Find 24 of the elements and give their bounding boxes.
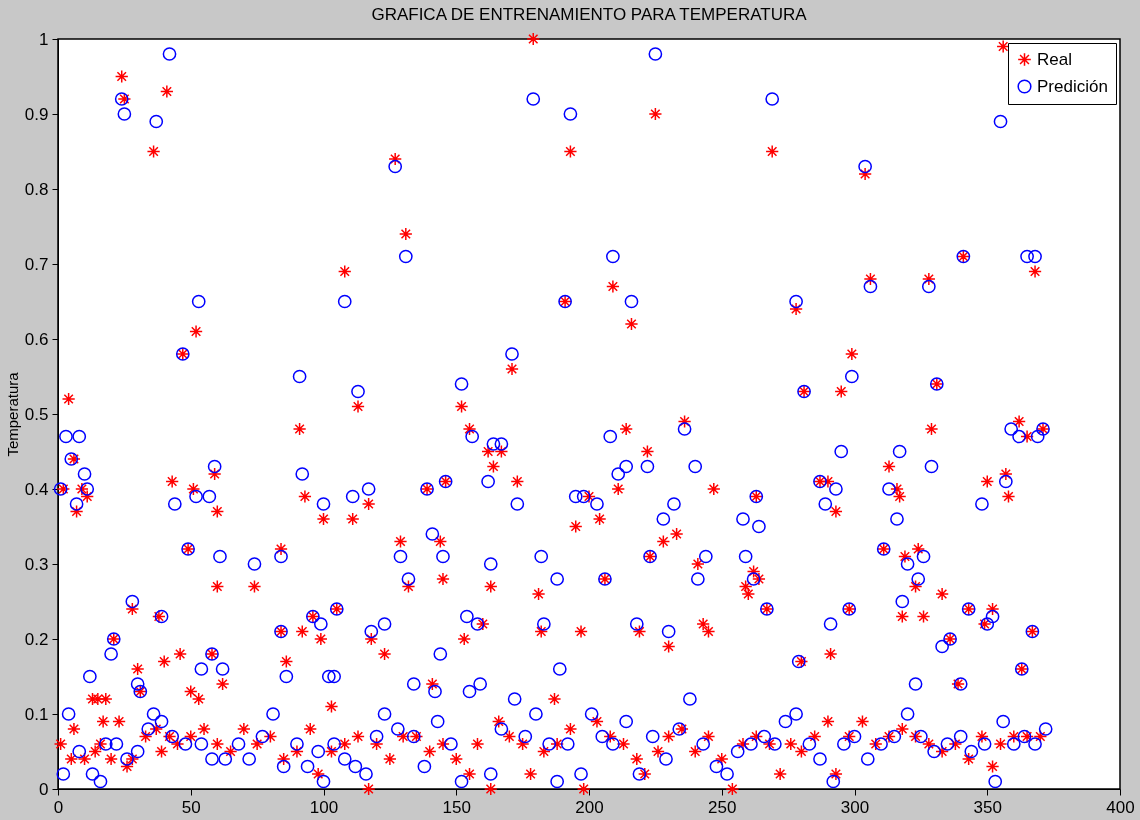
y-tick-label: 0.8 xyxy=(24,179,49,199)
y-tick-label: 0.1 xyxy=(24,704,49,724)
x-tick-label: 150 xyxy=(442,797,471,817)
x-tick-label: 100 xyxy=(309,797,339,817)
y-tick-label: 0.2 xyxy=(24,629,49,649)
y-tick-label: 0.9 xyxy=(24,104,49,124)
y-tick-label: 0.5 xyxy=(24,404,49,424)
x-tick-label: 400 xyxy=(1106,797,1135,817)
chart-title: GRAFICA DE ENTRENAMIENTO PARA TEMPERATURA xyxy=(371,4,808,24)
x-tick-label: 250 xyxy=(708,797,737,817)
legend-label: Real xyxy=(1037,49,1072,69)
y-axis-title: Temperatura xyxy=(3,371,21,457)
y-tick-label: 0.4 xyxy=(24,479,49,499)
y-tick-label: 0.7 xyxy=(24,254,49,274)
legend-label: Predición xyxy=(1037,76,1108,96)
y-tick-label: 1 xyxy=(39,29,49,49)
x-tick-label: 200 xyxy=(575,797,604,817)
x-tick-label: 300 xyxy=(840,797,870,817)
x-tick-label: 350 xyxy=(973,797,1002,817)
x-tick-label: 50 xyxy=(181,797,201,817)
y-tick-label: 0.6 xyxy=(24,329,49,349)
y-tick-label: 0 xyxy=(39,779,49,799)
x-tick-label: 0 xyxy=(53,797,64,817)
y-tick-label: 0.3 xyxy=(24,554,49,574)
